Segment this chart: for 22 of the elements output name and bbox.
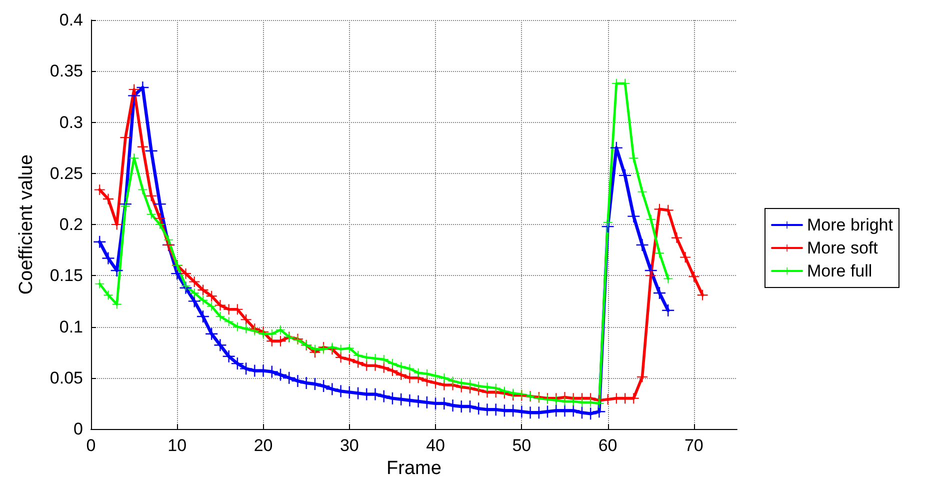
x-tick-label: 60 xyxy=(598,436,618,455)
x-tick-label: 10 xyxy=(168,436,187,455)
y-tick-label: 0.3 xyxy=(59,112,83,132)
y-tick-label: 0.1 xyxy=(59,317,83,336)
y-axis-title: Coefficient value xyxy=(16,154,37,295)
y-tick-label: 0.4 xyxy=(59,10,83,30)
x-tick-label: 30 xyxy=(340,436,359,455)
x-tick-label: 70 xyxy=(684,436,704,455)
legend-label: More bright xyxy=(807,216,894,234)
x-axis-title: Frame xyxy=(386,458,442,479)
x-tick-label: 0 xyxy=(86,436,96,455)
x-tick-label: 50 xyxy=(512,436,532,455)
y-tick-label: 0.2 xyxy=(59,215,83,234)
x-tick-label: 40 xyxy=(426,436,445,455)
y-tick-label: 0.25 xyxy=(50,164,83,183)
y-tick-label: 0.35 xyxy=(50,62,83,81)
x-tick-label: 20 xyxy=(254,436,273,455)
y-tick-label: 0.05 xyxy=(50,368,83,388)
legend-label: More soft xyxy=(807,238,878,258)
y-tick-label: 0 xyxy=(74,420,83,438)
legend-label: More full xyxy=(807,262,872,280)
y-tick-label: 0.15 xyxy=(50,266,83,286)
